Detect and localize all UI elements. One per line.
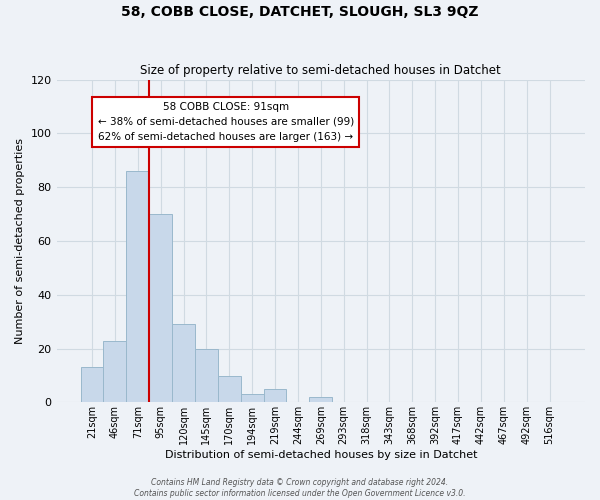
Title: Size of property relative to semi-detached houses in Datchet: Size of property relative to semi-detach… [140, 64, 501, 77]
X-axis label: Distribution of semi-detached houses by size in Datchet: Distribution of semi-detached houses by … [164, 450, 477, 460]
Text: Contains HM Land Registry data © Crown copyright and database right 2024.
Contai: Contains HM Land Registry data © Crown c… [134, 478, 466, 498]
Bar [172, 324, 195, 402]
Bar [263, 389, 286, 402]
Bar [218, 376, 241, 402]
Bar [310, 397, 332, 402]
Bar [103, 340, 127, 402]
Bar [241, 394, 263, 402]
Y-axis label: Number of semi-detached properties: Number of semi-detached properties [15, 138, 25, 344]
Bar [149, 214, 172, 402]
Bar [80, 368, 103, 402]
Text: 58 COBB CLOSE: 91sqm
← 38% of semi-detached houses are smaller (99)
62% of semi-: 58 COBB CLOSE: 91sqm ← 38% of semi-detac… [98, 102, 354, 142]
Bar [195, 348, 218, 403]
Bar [127, 171, 149, 402]
Text: 58, COBB CLOSE, DATCHET, SLOUGH, SL3 9QZ: 58, COBB CLOSE, DATCHET, SLOUGH, SL3 9QZ [121, 5, 479, 19]
